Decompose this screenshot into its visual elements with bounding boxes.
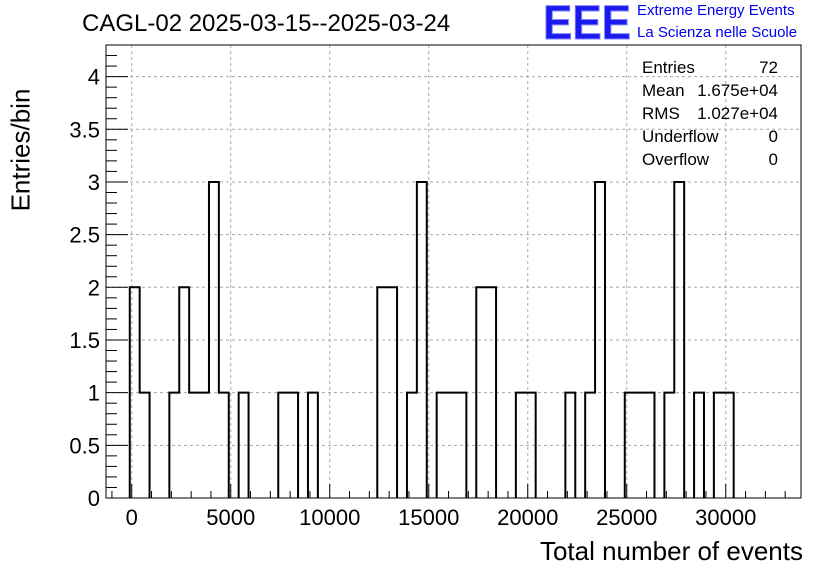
stats-box: Entries 72 Mean 1.675e+04 RMS 1.027e+04 … <box>642 58 778 173</box>
histogram-bin-run <box>623 391 656 498</box>
chart-title: CAGL-02 2025-03-15--2025-03-24 <box>82 10 451 37</box>
stat-value: 72 <box>759 58 778 77</box>
x-tick-label: 0 <box>126 505 138 530</box>
x-tick-label: 25000 <box>596 505 657 530</box>
histogram-bin-run <box>564 391 577 498</box>
y-tick-label: 3 <box>88 170 100 195</box>
y-tick-label: 2 <box>88 275 100 300</box>
stat-row-underflow: Underflow 0 <box>642 127 778 150</box>
stat-name: Mean <box>642 81 685 100</box>
x-tick-label: 30000 <box>695 505 756 530</box>
logo-line-2: La Scienza nelle Scuole <box>637 24 798 41</box>
histogram-bin-run <box>237 391 250 498</box>
x-axis-label: Total number of events <box>539 536 803 566</box>
y-tick-label: 0.5 <box>69 433 100 458</box>
stat-row-overflow: Overflow 0 <box>642 150 778 173</box>
stat-value: 1.675e+04 <box>697 81 778 100</box>
histogram-bin-run <box>475 286 498 498</box>
histogram-bin-run <box>128 286 151 498</box>
logo-mark: EEE <box>543 1 631 45</box>
x-tick-label: 20000 <box>497 505 558 530</box>
y-axis-label: Entries/bin <box>5 88 36 212</box>
y-tick-label: 0 <box>88 486 100 511</box>
axes <box>105 44 802 499</box>
stat-name: Underflow <box>642 127 719 146</box>
histogram-bin-run <box>693 391 705 498</box>
eee-logo-icon: EEE <box>543 1 631 45</box>
stat-value: 0 <box>768 150 778 169</box>
stat-name: RMS <box>642 104 680 123</box>
histogram-bin-run <box>306 391 319 498</box>
histogram-bin-run <box>168 180 230 498</box>
histogram-bin-run <box>663 180 686 498</box>
x-tick-label: 5000 <box>206 505 255 530</box>
histogram-bin-run <box>277 391 300 498</box>
y-axis-label-box: Entries/bin <box>4 89 38 212</box>
histogram-series <box>128 180 735 498</box>
stat-row-mean: Mean 1.675e+04 <box>642 81 778 104</box>
x-tick-label: 10000 <box>299 505 360 530</box>
y-tick-label: 1 <box>88 381 100 406</box>
histogram-bin-run <box>584 180 606 498</box>
histogram-bin-run <box>405 180 428 498</box>
x-tick-label: 15000 <box>398 505 459 530</box>
y-tick-label: 4 <box>88 65 100 90</box>
histogram-bin-run <box>514 391 537 498</box>
stat-name: Entries <box>642 58 695 77</box>
y-tick-label: 1.5 <box>69 328 100 353</box>
y-tick-label: 2.5 <box>69 223 100 248</box>
y-tick-label: 3.5 <box>69 117 100 142</box>
logo-line-1: Extreme Energy Events <box>637 2 795 19</box>
histogram-bin-run <box>435 391 468 498</box>
stat-name: Overflow <box>642 150 710 169</box>
stat-value: 1.027e+04 <box>697 104 778 123</box>
stat-value: 0 <box>768 127 778 146</box>
histogram-bin-run <box>376 286 399 498</box>
stat-row-rms: RMS 1.027e+04 <box>642 104 778 127</box>
histogram-bin-run <box>712 391 735 498</box>
plot-frame <box>105 44 802 499</box>
stat-row-entries: Entries 72 <box>642 58 778 81</box>
tick-labels: 0 0.5 1 1.5 2 2.5 3 3.5 4 0 5000 10000 15000 20000 250… <box>69 65 756 530</box>
